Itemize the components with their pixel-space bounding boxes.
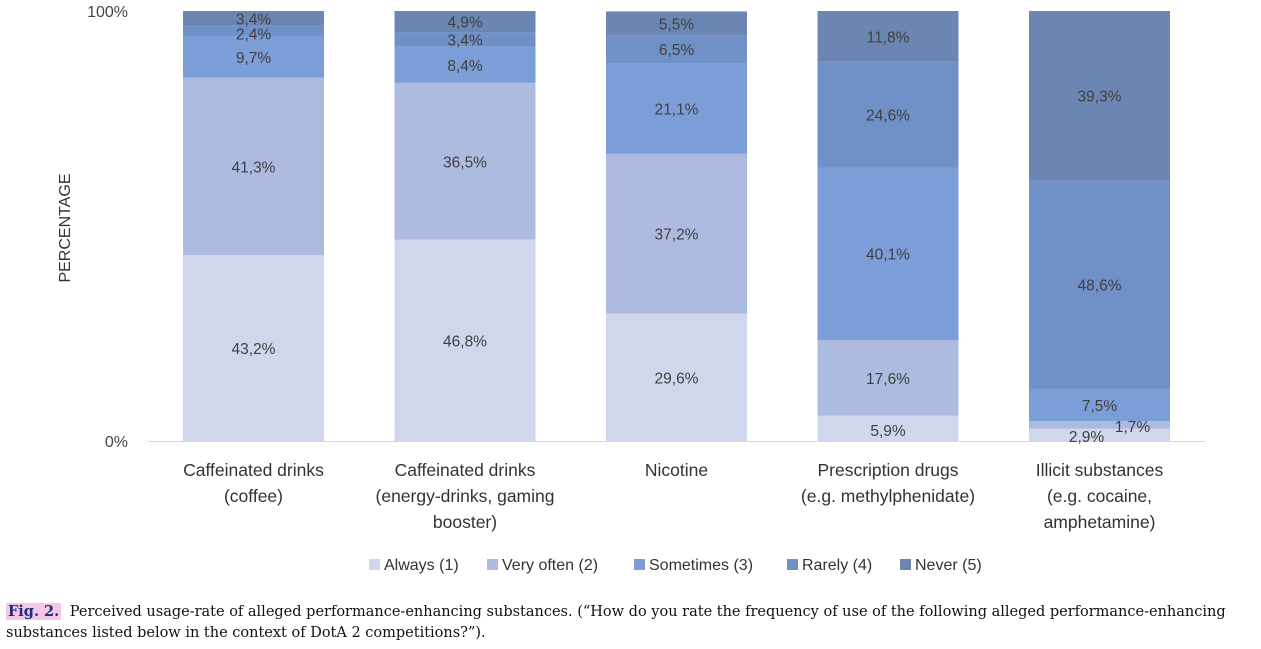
x-tick-label: booster) (433, 512, 497, 532)
bar-segment (817, 167, 959, 340)
bar-segment (1029, 388, 1170, 422)
x-tick-label: Illicit substances (1036, 460, 1164, 480)
data-label: 1,7% (1115, 419, 1151, 436)
data-label: 5,9% (870, 423, 906, 440)
y-tick-label: 0% (105, 434, 128, 451)
bar-segment (183, 255, 324, 441)
x-tick-label: Caffeinated drinks (395, 460, 536, 480)
data-label: 46,8% (443, 333, 487, 350)
data-label: 39,3% (1078, 88, 1122, 105)
bar-segment (817, 339, 959, 416)
legend-label: Very often (2) (502, 557, 598, 574)
bar-segment (394, 82, 536, 240)
x-tick-label: amphetamine) (1044, 512, 1156, 532)
bar-segment (606, 11, 747, 36)
data-label: 43,2% (232, 341, 276, 358)
bar-segment (394, 46, 536, 83)
legend-swatch (634, 559, 645, 570)
y-tick-label: 100% (87, 4, 128, 21)
x-tick-label: Caffeinated drinks (183, 460, 324, 480)
x-tick-label: (e.g. methylphenidate) (801, 486, 975, 506)
bar-segment (1029, 428, 1170, 441)
data-label: 24,6% (866, 108, 910, 125)
legend-swatch (900, 559, 911, 570)
bar-segment (394, 239, 536, 441)
x-tick-label: (energy-drinks, gaming (376, 486, 555, 506)
legend-label: Sometimes (3) (649, 557, 753, 574)
data-label: 17,6% (866, 371, 910, 388)
data-label: 36,5% (443, 154, 487, 171)
data-label: 2,4% (236, 26, 272, 43)
bar-segment (817, 61, 959, 168)
data-label: 9,7% (236, 50, 272, 67)
data-label: 3,4% (236, 11, 272, 28)
data-label: 21,1% (655, 101, 699, 118)
data-label: 7,5% (1082, 398, 1118, 415)
bar-segment (1029, 421, 1170, 429)
bar-segment (1029, 179, 1170, 389)
legend-label: Rarely (4) (802, 557, 872, 574)
chart-svg: PERCENTAGE0%100%43,2%41,3%9,7%2,4%3,4%46… (57, 4, 1205, 574)
legend-label: Never (5) (915, 557, 982, 574)
bar-segment (606, 153, 747, 314)
bar-segment (183, 35, 324, 78)
data-label: 29,6% (655, 370, 699, 387)
bar-segment (394, 11, 536, 33)
data-label: 41,3% (232, 159, 276, 176)
bar-segment (817, 11, 959, 62)
data-label: 5,5% (659, 16, 695, 33)
legend-swatch (369, 559, 380, 570)
bar-segment (1029, 11, 1170, 180)
data-label: 4,9% (447, 15, 483, 32)
bar-segment (606, 313, 747, 441)
bar-segment (606, 63, 747, 154)
bar-segment (817, 415, 959, 441)
bar-segment (394, 32, 536, 47)
x-tick-label: (e.g. cocaine, (1047, 486, 1152, 506)
legend-label: Always (1) (384, 557, 459, 574)
bar-segment (606, 35, 747, 64)
data-label: 6,5% (659, 42, 695, 59)
data-label: 48,6% (1078, 277, 1122, 294)
data-label: 8,4% (447, 58, 483, 75)
figure-label: Fig. 2. (6, 603, 62, 620)
data-label: 40,1% (866, 247, 910, 264)
y-axis-label: PERCENTAGE (57, 173, 74, 282)
data-label: 2,9% (1069, 429, 1105, 446)
bar-segment (183, 25, 324, 36)
data-label: 3,4% (447, 32, 483, 49)
x-tick-label: Nicotine (645, 460, 708, 480)
data-label: 37,2% (655, 227, 699, 244)
bar-segment (183, 77, 324, 256)
x-tick-label: Prescription drugs (817, 460, 958, 480)
legend-swatch (487, 559, 498, 570)
x-tick-label: (coffee) (224, 486, 283, 506)
figure-caption: Fig. 2. Perceived usage-rate of alleged … (6, 601, 1256, 644)
bar-segment (183, 11, 324, 26)
figure-caption-text: Perceived usage-rate of alleged performa… (6, 604, 1226, 641)
stacked-bar-chart: PERCENTAGE 0% 100% 43,2% 41,3% 9,7% 2,4% 3,4% 46… (57, 4, 1205, 574)
legend-swatch (787, 559, 798, 570)
data-label: 11,8% (867, 29, 910, 46)
